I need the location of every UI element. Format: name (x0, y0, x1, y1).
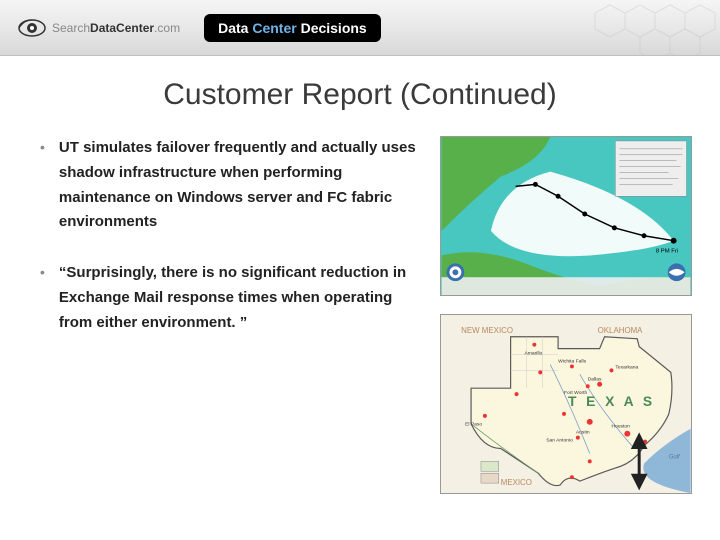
svg-text:Texarkana: Texarkana (615, 364, 638, 370)
neighbor-label: OKLAHOMA (598, 326, 644, 335)
bullet-list: • UT simulates failover frequently and a… (40, 136, 440, 494)
hurricane-forecast-map: 8 PM Fri (440, 136, 692, 296)
svg-text:El Paso: El Paso (465, 422, 482, 428)
neighbor-label: MEXICO (501, 478, 532, 487)
svg-text:Houston: Houston (611, 424, 630, 430)
content-area: • UT simulates failover frequently and a… (0, 136, 720, 494)
bullet-dot-icon: • (40, 261, 45, 335)
bullet-item: • “Surprisingly, there is no significant… (40, 261, 422, 335)
hex-pattern-decoration (440, 0, 720, 56)
svg-text:Dallas: Dallas (588, 376, 602, 382)
texas-map: NEW MEXICO OKLAHOMA MEXICO Gulf T E X A … (440, 314, 692, 494)
svg-text:San Antonio: San Antonio (546, 438, 573, 444)
bullet-dot-icon: • (40, 136, 45, 235)
bullet-item: • UT simulates failover frequently and a… (40, 136, 422, 235)
slide-title: Customer Report (Continued) (0, 78, 720, 112)
eye-icon (18, 19, 46, 37)
bullet-text: UT simulates failover frequently and act… (59, 136, 422, 235)
datacenter-decisions-badge: Data Center Decisions (204, 14, 381, 42)
svg-text:8 PM Fri: 8 PM Fri (656, 249, 678, 255)
neighbor-label: NEW MEXICO (461, 326, 513, 335)
image-column: 8 PM Fri (440, 136, 692, 494)
svg-text:Fort Worth: Fort Worth (564, 390, 587, 396)
svg-text:Wichita Falls: Wichita Falls (558, 358, 587, 364)
bullet-text: “Surprisingly, there is no significant r… (59, 261, 422, 335)
svg-text:Amarillo: Amarillo (524, 351, 542, 357)
searchdatacenter-logo: SearchDataCenter.com (18, 19, 180, 37)
svg-text:Gulf: Gulf (669, 454, 681, 460)
sdc-logo-text: SearchDataCenter.com (52, 21, 180, 35)
header-bar: SearchDataCenter.com Data Center Decisio… (0, 0, 720, 56)
svg-text:Austin: Austin (576, 430, 590, 436)
